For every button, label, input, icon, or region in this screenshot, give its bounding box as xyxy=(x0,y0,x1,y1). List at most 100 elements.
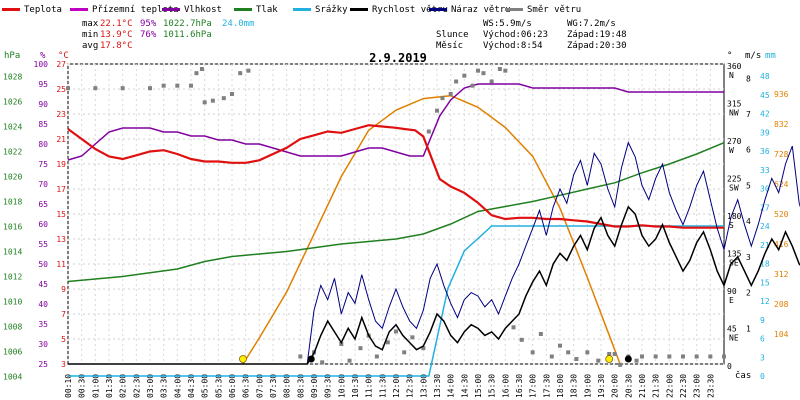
wind-dir-point xyxy=(421,346,426,351)
legend-label: Směr větru xyxy=(527,5,581,15)
axis-unit-c: °C xyxy=(58,51,69,61)
wind-dir-point xyxy=(618,362,623,367)
wind-dir-point xyxy=(221,96,226,101)
tick-ms: 2 xyxy=(746,289,751,298)
wind-dir-point xyxy=(410,335,415,340)
tick-x: 06:30 xyxy=(242,374,251,398)
tick-dir-name: NW xyxy=(729,109,739,118)
wind-dir-point xyxy=(519,337,524,342)
tick-c: 3 xyxy=(61,360,66,369)
tick-mm: 24 xyxy=(760,222,770,231)
wind-dir-point xyxy=(210,98,215,103)
tick-mm: 42 xyxy=(760,110,770,119)
wind-dir-point xyxy=(462,73,467,78)
tick-ms: 8 xyxy=(746,74,751,83)
wind-dir-point xyxy=(120,86,125,91)
tick-x: 07:00 xyxy=(255,374,264,398)
stats-min-temp: 13.9°C xyxy=(100,30,133,40)
tick-x: 17:00 xyxy=(529,374,538,398)
stats-avg-temp: 17.8°C xyxy=(100,41,133,51)
plot-area xyxy=(66,67,800,377)
tick-dir-name: E xyxy=(729,296,734,305)
tick-dir-name: SE xyxy=(729,259,739,268)
legend-swatch xyxy=(293,8,311,11)
axis-unit-pct: % xyxy=(40,51,46,61)
legend-item: Vlhkost xyxy=(162,5,222,15)
grid xyxy=(67,63,725,365)
tick-x: 14:00 xyxy=(447,374,456,398)
stats-max-press: 1022.7hPa xyxy=(163,19,212,29)
tick-rad: 832 xyxy=(774,120,789,129)
tick-rad: 208 xyxy=(774,300,789,309)
stats-max-temp: 22.1°C xyxy=(100,19,133,29)
wind-dir-point xyxy=(530,350,535,355)
wind-dir-point xyxy=(194,71,199,76)
wind-dir-point xyxy=(497,67,502,71)
stats-avg-label: avg xyxy=(82,41,98,51)
legend-item: Rychlost větru xyxy=(350,5,448,15)
stats-panel: max 22.1°C 95% 1022.7hPa 24.0mm min 13.9… xyxy=(82,19,627,51)
wind-dir-point xyxy=(476,68,480,73)
tick-hpa: 1006 xyxy=(3,348,22,357)
tick-mm: 6 xyxy=(760,335,765,344)
tick-dir: 360 xyxy=(727,62,742,71)
wind-dir-point xyxy=(640,354,644,359)
tick-x: 20:00 xyxy=(611,374,620,398)
y-axes: 1028102610241022102010181016101410121010… xyxy=(3,60,789,382)
series-wind-speed xyxy=(68,205,800,365)
stats-moon-set: Západ:20:30 xyxy=(567,41,627,51)
tick-hpa: 1026 xyxy=(3,98,22,107)
tick-hpa: 1012 xyxy=(3,273,22,282)
tick-c: 19 xyxy=(56,160,66,169)
tick-dir: 225 xyxy=(727,175,742,184)
wind-dir-point xyxy=(435,108,439,113)
tick-ms: 4 xyxy=(746,217,751,226)
tick-c: 5 xyxy=(61,335,66,344)
tick-x: 20:30 xyxy=(624,374,633,398)
tick-x: 05:00 xyxy=(201,374,210,398)
tick-x: 04:00 xyxy=(173,374,182,398)
series-rain xyxy=(68,225,724,377)
wind-dir-point xyxy=(538,332,543,336)
tick-x: 18:30 xyxy=(570,374,579,398)
tick-x: 21:00 xyxy=(638,374,647,398)
stats-wg: WG:7.2m/s xyxy=(567,19,616,29)
legend-label: Tlak xyxy=(256,5,278,15)
moonset-marker xyxy=(624,355,632,363)
tick-c: 17 xyxy=(56,185,66,194)
wind-dir-point xyxy=(454,79,459,84)
tick-c: 27 xyxy=(56,60,66,69)
tick-c: 13 xyxy=(56,235,66,244)
tick-rad: 520 xyxy=(774,210,789,219)
series-humidity xyxy=(67,83,724,161)
chart-title: 2.9.2019 xyxy=(369,51,427,65)
wind-dir-point xyxy=(448,92,453,96)
tick-mm: 27 xyxy=(760,203,770,212)
tick-x: 19:00 xyxy=(583,374,592,398)
legend-label: Teplota xyxy=(24,5,62,15)
wind-dir-point xyxy=(426,129,431,134)
tick-pct: 65 xyxy=(38,200,48,209)
legend-item: Přízemní teplota xyxy=(70,5,179,15)
axis-unit-ms: m/s xyxy=(745,51,761,61)
wind-dir-point xyxy=(161,83,166,88)
tick-x: 22:00 xyxy=(665,374,674,398)
tick-x: 22:30 xyxy=(679,374,688,398)
tick-x: 01:00 xyxy=(91,374,100,398)
tick-mm: 45 xyxy=(760,91,770,100)
tick-x: 01:30 xyxy=(105,374,114,398)
tick-x: 13:00 xyxy=(419,374,428,398)
tick-x: 11:00 xyxy=(365,374,374,398)
wind-dir-point xyxy=(394,329,398,334)
series-pressure xyxy=(67,142,725,283)
tick-mm: 18 xyxy=(760,260,770,269)
wind-dir-point xyxy=(402,350,407,355)
wind-dir-point xyxy=(694,354,699,359)
wind-dir-point xyxy=(347,358,352,363)
tick-c: 23 xyxy=(56,110,66,119)
wind-dir-point xyxy=(503,68,508,73)
legend-label: Srážky xyxy=(315,5,348,15)
wind-dir-point xyxy=(298,354,303,359)
